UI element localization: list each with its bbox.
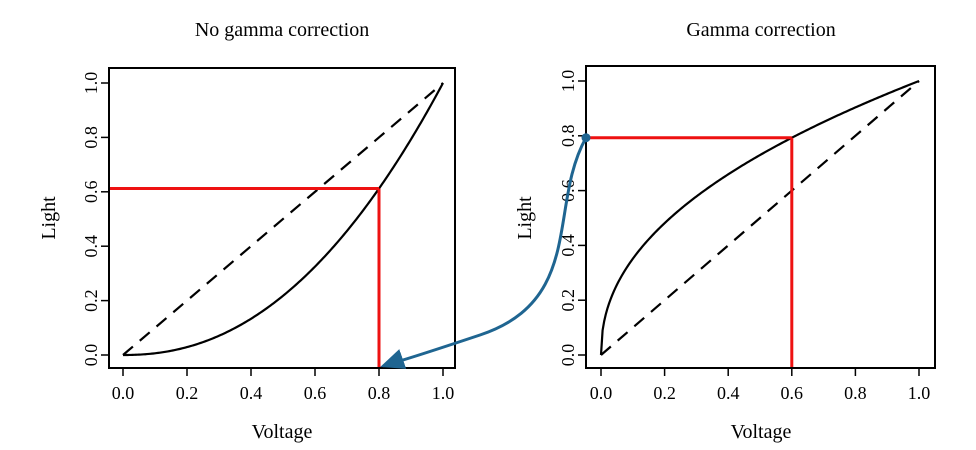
x-axis-ticks: 0.0 0.2 0.4 0.6 0.8 1.0 — [590, 368, 931, 403]
y-tick-label: 1.0 — [558, 70, 578, 93]
x-tick-label: 1.0 — [908, 383, 931, 403]
y-tick-label: 0.6 — [81, 181, 101, 204]
y-axis-ticks: 0.0 0.2 0.4 0.6 0.8 1.0 — [558, 70, 586, 367]
y-tick-label: 0.0 — [81, 344, 101, 367]
y-tick-label: 0.4 — [558, 234, 578, 257]
plot-frame — [585, 65, 936, 369]
y-tick-label: 0.0 — [558, 344, 578, 367]
connector-arrow — [380, 136, 588, 369]
x-tick-label: 0.8 — [844, 383, 867, 403]
x-tick-label: 0.2 — [176, 383, 199, 403]
chart-title: Gamma correction — [686, 19, 835, 41]
x-tick-label: 1.0 — [432, 383, 455, 403]
identity-line — [600, 80, 920, 356]
x-tick-label: 0.4 — [717, 383, 740, 403]
y-tick-label: 1.0 — [81, 72, 101, 95]
y-tick-label: 0.2 — [558, 289, 578, 312]
x-tick-label: 0.6 — [781, 383, 804, 403]
x-axis-ticks: 0.0 0.2 0.4 0.6 0.8 1.0 — [112, 368, 455, 403]
x-tick-label: 0.0 — [112, 383, 135, 403]
x-tick-label: 0.2 — [653, 383, 676, 403]
y-axis-label: Light — [514, 196, 536, 240]
gamma-curve — [599, 79, 920, 356]
y-axis-label: Light — [38, 196, 60, 240]
y-tick-label: 0.2 — [81, 289, 101, 312]
chart-panel-right: Gamma correction 0.0 0.2 0.4 0.6 0.8 1.0… — [514, 19, 936, 443]
y-tick-label: 0.4 — [81, 235, 101, 258]
plot-frame — [108, 67, 456, 369]
y-tick-label: 0.8 — [558, 125, 578, 148]
x-tick-label: 0.8 — [368, 383, 391, 403]
y-tick-label: 0.8 — [81, 126, 101, 149]
y-axis-ticks: 0.0 0.2 0.4 0.6 0.8 1.0 — [81, 72, 109, 367]
connector-dot — [581, 133, 591, 143]
gamma-curve — [123, 82, 444, 357]
x-tick-label: 0.6 — [304, 383, 327, 403]
x-tick-label: 0.4 — [240, 383, 263, 403]
identity-line — [122, 82, 444, 356]
chart-panel-left: No gamma correction 0.0 0.2 0.4 0.6 0.8 … — [38, 19, 456, 443]
chart-title: No gamma correction — [195, 19, 369, 41]
x-tick-label: 0.0 — [590, 383, 613, 403]
x-axis-label: Voltage — [731, 421, 792, 443]
plot-content — [110, 82, 444, 367]
plot-content — [587, 79, 920, 367]
x-axis-label: Voltage — [252, 421, 313, 443]
connector-layer — [380, 133, 591, 369]
